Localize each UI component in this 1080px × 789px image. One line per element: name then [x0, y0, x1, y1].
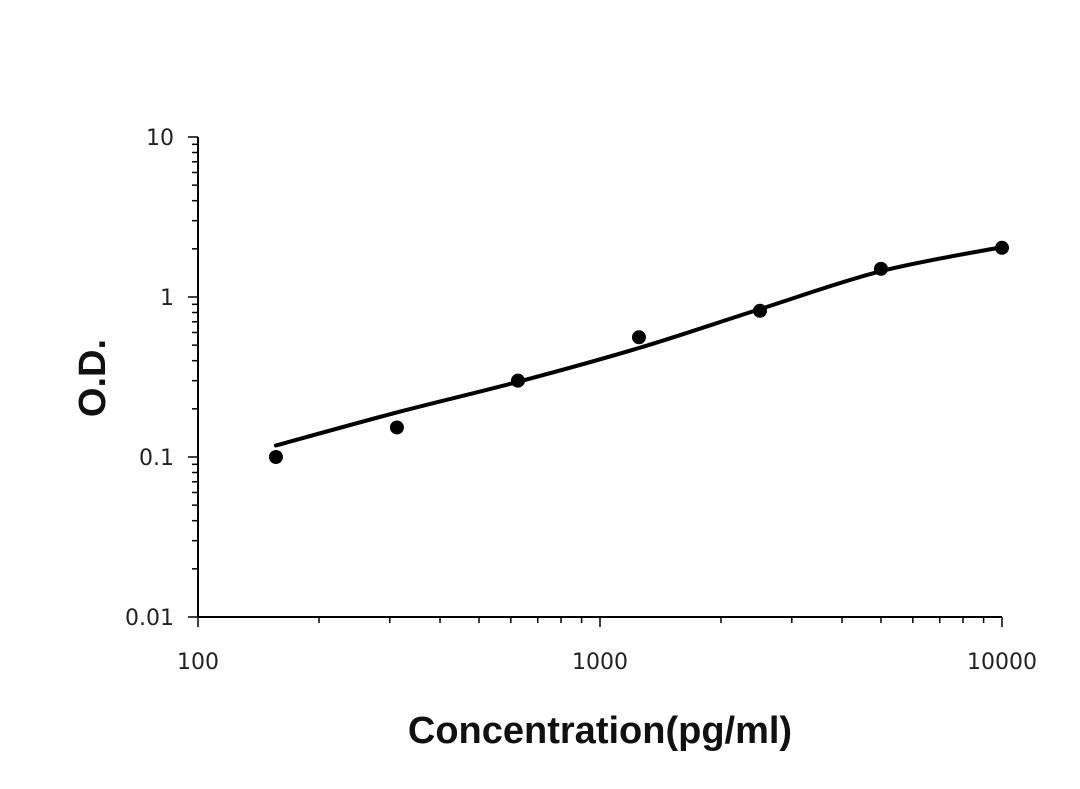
x-tick-label: 1000 [572, 650, 628, 675]
y-tick-label: 0.1 [139, 446, 174, 471]
ticks [188, 136, 1003, 627]
tick-labels: 0.01 0.1 1 10 100 1000 10000 [125, 126, 1037, 675]
data-point [510, 373, 525, 388]
x-axis-title: Concentration(pg/ml) [408, 710, 792, 752]
y-tick-label: 1 [160, 286, 174, 311]
y-axis-title: O.D. [72, 339, 114, 417]
data-points-layer [268, 240, 1009, 464]
data-point [752, 303, 767, 318]
fit-curve [273, 245, 1004, 448]
data-point [389, 420, 404, 435]
fit-curve-layer [273, 245, 1004, 448]
y-tick-label: 10 [146, 126, 174, 151]
y-tick-label: 0.01 [125, 606, 174, 631]
data-point [631, 330, 646, 345]
axes [197, 137, 1002, 618]
data-point [995, 240, 1009, 255]
data-point [873, 261, 888, 276]
data-point [268, 450, 283, 464]
x-tick-label: 100 [177, 650, 219, 675]
x-tick-label: 10000 [967, 650, 1037, 675]
